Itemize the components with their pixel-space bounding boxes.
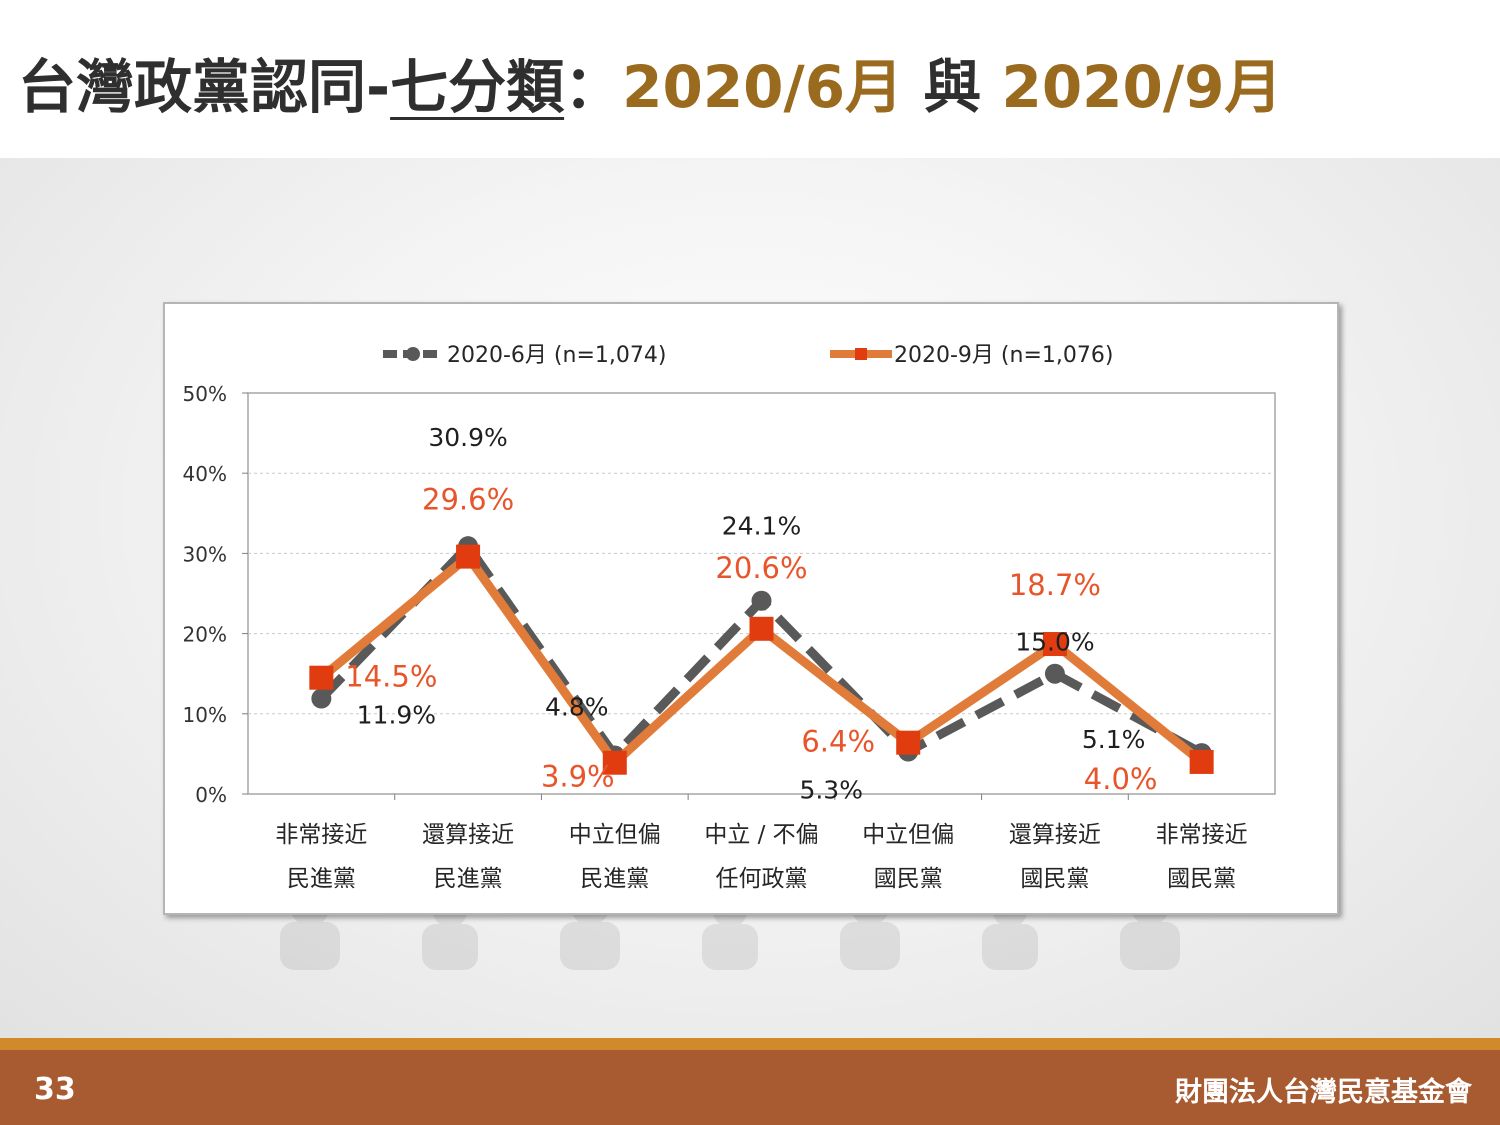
x-category-label: 民進黨 (434, 866, 503, 892)
data-label-2020-09: 3.9% (541, 760, 615, 794)
y-tick-label: 10% (183, 703, 227, 727)
plot-area-border (247, 392, 1276, 795)
title-range-end: 2020/9月 (1001, 53, 1283, 121)
data-label-2020-06: 5.1% (1082, 725, 1146, 754)
data-label-2020-09: 14.5% (345, 660, 437, 694)
footer-bar: 33 財團法人台灣民意基金會 (0, 1050, 1500, 1125)
x-category-label: 民進黨 (580, 866, 649, 892)
series-point-2020-09 (896, 730, 921, 755)
series-point-2020-06 (1044, 663, 1065, 684)
x-category-label: 任何政黨 (716, 866, 808, 892)
data-label-2020-06: 4.8% (545, 693, 609, 722)
data-label-2020-06: 11.9% (357, 701, 436, 730)
data-label-2020-09: 6.4% (801, 725, 875, 759)
legend-label-2020-09: 2020-9月 (n=1,076) (894, 343, 1113, 368)
y-tick-label: 50% (183, 382, 227, 406)
title-range-start: 2020/6月 (622, 53, 904, 121)
series-point-2020-09 (309, 665, 334, 690)
x-category-label: 還算接近 (422, 822, 514, 848)
data-label-2020-06: 15.0% (1015, 628, 1094, 657)
series-point-2020-09 (749, 616, 774, 641)
title-connector: 與 (903, 53, 1002, 121)
y-tick-label: 0% (195, 783, 227, 807)
data-label-2020-09: 4.0% (1084, 762, 1158, 796)
x-category-label: 民進黨 (287, 866, 356, 892)
data-label-2020-06: 30.9% (428, 423, 507, 452)
title-bar: 台灣政黨認同-七分類：2020/6月 與 2020/9月 (0, 0, 1500, 158)
organization-name: 財團法人台灣民意基金會 (1175, 1077, 1472, 1108)
x-category-label: 國民黨 (1167, 866, 1236, 892)
x-category-label: 中立但偏 (569, 822, 661, 848)
series-point-2020-09 (1042, 632, 1067, 657)
x-category-label: 非常接近 (275, 822, 367, 848)
data-label-2020-06: 5.3% (799, 775, 863, 804)
legend-marker-2020-09 (855, 348, 867, 360)
y-tick-label: 30% (183, 542, 227, 566)
x-category-label: 國民黨 (874, 866, 943, 892)
series-point-2020-06 (751, 590, 772, 611)
data-label-2020-09: 20.6% (715, 551, 807, 585)
title-underlined: 七分類 (390, 53, 565, 121)
series-point-2020-09 (456, 544, 481, 569)
x-category-label: 中立但偏 (862, 822, 954, 848)
page-number: 33 (34, 1072, 76, 1107)
title-colon: ： (564, 53, 623, 121)
data-label-2020-09: 29.6% (422, 483, 514, 517)
x-category-label: 中立 / 不偏 (704, 822, 818, 848)
series-point-2020-06 (311, 688, 332, 709)
data-label-2020-09: 18.7% (1009, 568, 1101, 602)
data-label-2020-06: 24.1% (722, 512, 801, 541)
x-category-label: 國民黨 (1020, 866, 1089, 892)
y-tick-label: 20% (183, 623, 227, 647)
legend-label-2020-06: 2020-6月 (n=1,074) (447, 343, 666, 368)
x-category-label: 非常接近 (1156, 822, 1248, 848)
y-tick-label: 40% (183, 462, 227, 486)
legend-marker-2020-06 (406, 347, 420, 361)
series-point-2020-09 (602, 750, 627, 775)
title-main: 台灣政黨認同- (18, 53, 391, 121)
x-category-label: 還算接近 (1009, 822, 1101, 848)
slide-title: 台灣政黨認同-七分類：2020/6月 與 2020/9月 (18, 40, 1282, 124)
footer-stripe (0, 1038, 1500, 1050)
chart-frame: 0% 10% 20% 30% 40% 50% 非常接近民進黨 還算接近民進黨 中立但偏民進黨 中立… (163, 302, 1339, 915)
series-point-2020-09 (1189, 749, 1214, 774)
